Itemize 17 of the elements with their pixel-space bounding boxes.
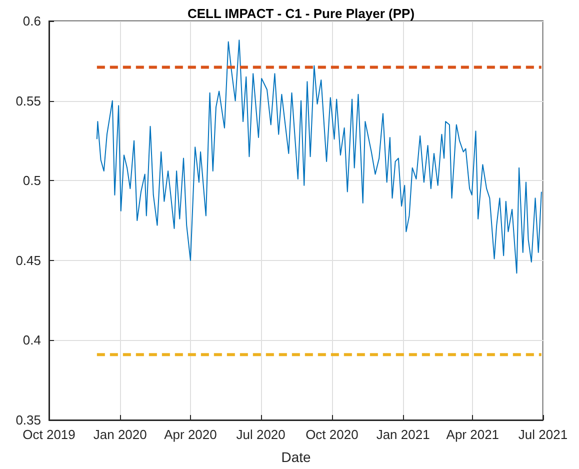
x-tick-label: Jul 2021 xyxy=(518,427,568,442)
chart-title: CELL IMPACT - C1 - Pure Player (PP) xyxy=(187,6,415,21)
y-tick-label: 0.6 xyxy=(22,14,41,28)
x-tick-label: Apr 2020 xyxy=(164,427,217,442)
y-tick-label: 0.5 xyxy=(22,173,41,188)
y-tick-label: 0.4 xyxy=(22,332,41,348)
x-tick-label: Apr 2021 xyxy=(446,427,500,442)
y-tick-label: 0.45 xyxy=(16,252,41,268)
x-tick-label: Jul 2020 xyxy=(236,427,286,442)
x-tick-label: Jan 2021 xyxy=(376,427,430,442)
y-tick-label: 0.55 xyxy=(16,93,41,108)
x-tick-label: Oct 2020 xyxy=(306,427,358,442)
x-tick-label: Jan 2020 xyxy=(93,427,147,442)
y-tick-label: 0.35 xyxy=(16,412,41,428)
x-tick-label: Oct 2019 xyxy=(22,427,76,442)
x-axis-title: Date xyxy=(281,449,311,465)
line-series xyxy=(96,40,542,274)
